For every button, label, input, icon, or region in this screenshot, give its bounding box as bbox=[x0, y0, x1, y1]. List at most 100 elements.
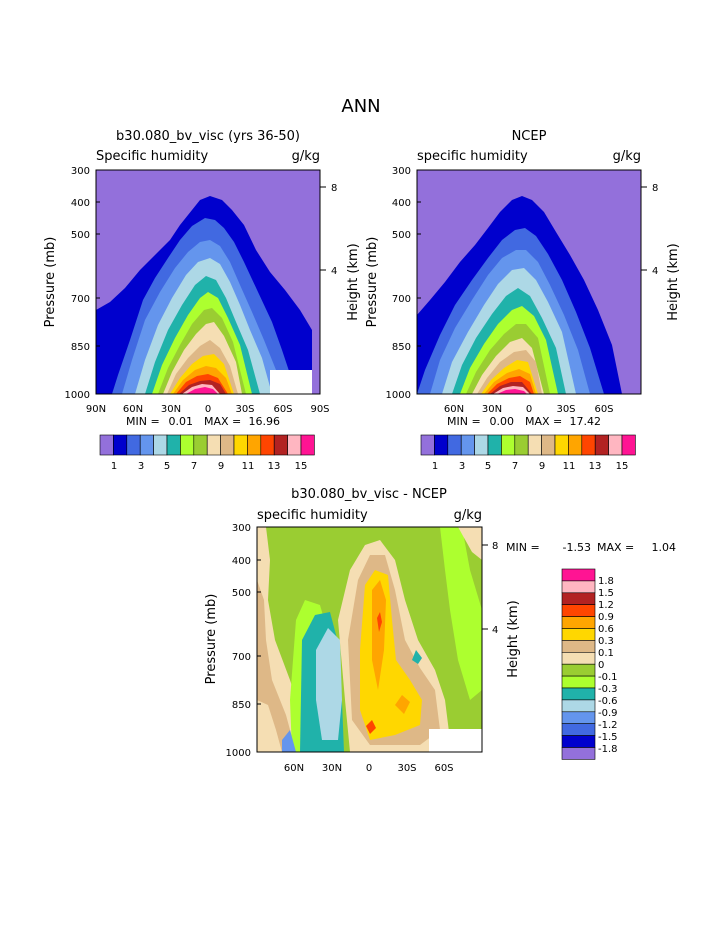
colorbar-label: 7 bbox=[512, 461, 518, 472]
panel-model-y-axis: 300 400 500 700 850 1000 Pressure (mb) bbox=[43, 166, 100, 401]
min-value: 0.00 bbox=[490, 415, 515, 428]
colorbar-label: 0.6 bbox=[598, 624, 614, 635]
contour-q17 bbox=[186, 387, 218, 394]
colorbar-label: 11 bbox=[563, 461, 576, 472]
panel-diff-y-label: Pressure (mb) bbox=[204, 594, 219, 685]
panel-ncep-y-label: Pressure (mb) bbox=[365, 237, 380, 328]
max-label: MAX = bbox=[525, 415, 562, 428]
panel-model-subtitle-left: Specific humidity bbox=[96, 149, 208, 164]
colorbar-swatch bbox=[247, 434, 262, 456]
min-value: 0.01 bbox=[169, 415, 194, 428]
colorbar-swatch bbox=[153, 434, 168, 456]
x-tick-label: 30N bbox=[482, 404, 502, 415]
panel-model-missing-data bbox=[270, 370, 312, 394]
diff-band-neg-south bbox=[440, 527, 482, 700]
colorbar-label: 1 bbox=[111, 461, 117, 472]
min-label: MIN = bbox=[506, 541, 540, 554]
panel-ncep-colorbar bbox=[420, 434, 636, 456]
contour-q17 bbox=[497, 389, 527, 394]
y-tick-label: 1000 bbox=[386, 390, 411, 401]
colorbar-swatch bbox=[260, 434, 275, 456]
diff-band-pos-xlarge-patch bbox=[395, 695, 410, 714]
colorbar-swatch bbox=[514, 434, 529, 456]
panel-model-colorbar bbox=[99, 434, 315, 456]
y-tick-label: 700 bbox=[232, 652, 251, 663]
colorbar-swatch bbox=[561, 711, 596, 724]
colorbar-swatch bbox=[561, 640, 596, 653]
colorbar-label: -0.1 bbox=[598, 672, 618, 683]
max-value: 1.04 bbox=[652, 541, 677, 554]
x-tick-label: 60S bbox=[273, 404, 292, 415]
colorbar-swatch bbox=[460, 434, 475, 456]
y-tick-label: 500 bbox=[392, 230, 411, 241]
panel-model-x-axis: 90N 60N 30N 0 30S 60S 90S bbox=[86, 404, 330, 415]
y-tick-label: 300 bbox=[232, 523, 251, 534]
colorbar-swatch bbox=[233, 434, 248, 456]
colorbar-swatch bbox=[561, 592, 596, 605]
colorbar-swatch bbox=[447, 434, 462, 456]
height-tick-label: 8 bbox=[331, 183, 337, 194]
panel-model-right-axis: 8 4 Height (km) bbox=[320, 183, 361, 321]
colorbar-label: -1.8 bbox=[598, 744, 618, 755]
x-tick-label: 60N bbox=[444, 404, 464, 415]
colorbar-swatch bbox=[561, 604, 596, 617]
y-tick-label: 400 bbox=[232, 556, 251, 567]
panel-diff-title: b30.080_bv_visc - NCEP bbox=[291, 487, 447, 502]
colorbar-swatch bbox=[287, 434, 302, 456]
height-tick-label: 4 bbox=[331, 266, 337, 277]
x-tick-label: 30N bbox=[161, 404, 181, 415]
min-value: -1.53 bbox=[563, 541, 591, 554]
panel-diff-colorbar-labels: 1.8 1.5 1.2 0.9 0.6 0.3 0.1 0 -0.1 -0.3 … bbox=[598, 576, 618, 755]
x-tick-label: 30S bbox=[397, 763, 416, 774]
colorbar-label: 1.8 bbox=[598, 576, 614, 587]
colorbar-swatch bbox=[561, 568, 596, 582]
y-tick-label: 1000 bbox=[226, 748, 251, 759]
y-tick-label: 300 bbox=[71, 166, 90, 177]
panel-ncep-plot-area bbox=[416, 169, 642, 395]
colorbar-label: 9 bbox=[539, 461, 545, 472]
colorbar-swatch bbox=[139, 434, 154, 456]
y-tick-label: 500 bbox=[71, 230, 90, 241]
diff-band-pos-max bbox=[377, 612, 382, 632]
colorbar-swatch bbox=[541, 434, 556, 456]
colorbar-swatch bbox=[561, 663, 596, 677]
colorbar-swatch bbox=[474, 434, 489, 456]
panel-ncep-x-axis: 60N 30N 0 30S 60S bbox=[444, 404, 614, 415]
colorbar-swatch bbox=[206, 434, 221, 456]
colorbar-swatch bbox=[220, 434, 235, 456]
panel-ncep-colorbar-labels: 1 3 5 7 9 11 13 15 bbox=[432, 461, 629, 472]
panel-model-colorbar-labels: 1 3 5 7 9 11 13 15 bbox=[111, 461, 308, 472]
colorbar-label: 13 bbox=[268, 461, 281, 472]
colorbar-swatch bbox=[621, 434, 636, 456]
colorbar-swatch bbox=[527, 434, 542, 456]
panel-ncep-subtitle-left: specific humidity bbox=[417, 149, 528, 164]
panel-ncep-y-axis: 300 400 500 700 850 1000 Pressure (mb) bbox=[365, 166, 421, 401]
y-tick-label: 400 bbox=[392, 198, 411, 209]
colorbar-label: 15 bbox=[295, 461, 308, 472]
colorbar-swatch bbox=[166, 434, 181, 456]
colorbar-swatch bbox=[554, 434, 569, 456]
colorbar-label: 5 bbox=[485, 461, 491, 472]
panel-ncep-title: NCEP bbox=[512, 129, 547, 144]
y-tick-label: 500 bbox=[232, 588, 251, 599]
max-label: MAX = bbox=[204, 415, 241, 428]
x-tick-label: 0 bbox=[526, 404, 532, 415]
x-tick-label: 30N bbox=[322, 763, 342, 774]
max-label: MAX = bbox=[597, 541, 634, 554]
colorbar-swatch bbox=[434, 434, 449, 456]
colorbar-label: 13 bbox=[589, 461, 602, 472]
colorbar-label: 9 bbox=[218, 461, 224, 472]
colorbar-swatch bbox=[561, 687, 596, 701]
colorbar-label: 1 bbox=[432, 461, 438, 472]
x-tick-label: 90N bbox=[86, 404, 106, 415]
panel-model-frame bbox=[95, 169, 321, 395]
panel-diff-missing-data bbox=[429, 729, 482, 752]
colorbar-label: -0.6 bbox=[598, 696, 618, 707]
diff-band-pos-xlarge-tropics bbox=[372, 580, 386, 690]
colorbar-swatch bbox=[273, 434, 288, 456]
colorbar-swatch bbox=[594, 434, 609, 456]
panel-model-y-label: Pressure (mb) bbox=[43, 237, 58, 328]
panel-model-minmax: MIN = 0.01 MAX = 16.96 bbox=[126, 415, 280, 428]
panel-diff: b30.080_bv_visc - NCEP specific humidity… bbox=[204, 487, 676, 774]
